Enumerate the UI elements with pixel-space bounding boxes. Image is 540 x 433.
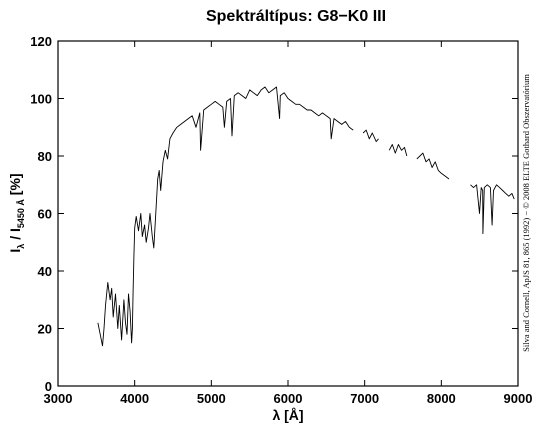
- x-tick-label: 4000: [120, 391, 149, 406]
- spectrum-line-segment: [470, 184, 515, 235]
- y-label-unit: [%]: [7, 173, 23, 199]
- x-axis-ticks: 3000 4000 5000 6000 7000 8000 9000: [44, 41, 533, 406]
- spectrum-line-segment: [362, 129, 379, 143]
- x-tick-label: 9000: [504, 391, 533, 406]
- y-tick-label: 120: [30, 34, 52, 49]
- y-label-lambda-sub: λ: [16, 244, 26, 249]
- spectrum-line-segment: [97, 86, 354, 347]
- y-label-main: I: [7, 249, 23, 253]
- y-axis-label: Iλ / I5450 Å [%]: [7, 173, 26, 252]
- spectrum-line-segment: [388, 144, 408, 157]
- x-tick-label: 6000: [274, 391, 303, 406]
- x-axis-label: λ [Å]: [272, 407, 303, 423]
- x-tick-label: 8000: [427, 391, 456, 406]
- y-tick-label: 40: [38, 264, 52, 279]
- y-tick-label: 80: [38, 149, 52, 164]
- y-label-ref-sub: 5450 Å: [16, 199, 26, 229]
- y-tick-label: 20: [38, 322, 52, 337]
- y-tick-label: 60: [38, 207, 52, 222]
- y-tick-label: 0: [45, 379, 52, 394]
- spectrum-series: [97, 86, 515, 347]
- spectrum-line-segment: [416, 152, 450, 180]
- x-tick-label: 5000: [197, 391, 226, 406]
- chart-title: Spektráltípus: G8−K0 III: [206, 8, 386, 25]
- y-axis-ticks: 0 20 40 60 80 100 120: [30, 34, 518, 394]
- credit-text: Silva and Cornell, ApJS 81, 865 (1992) −…: [521, 74, 531, 352]
- x-tick-label: 3000: [44, 391, 73, 406]
- y-tick-label: 100: [30, 92, 52, 107]
- x-tick-label: 7000: [350, 391, 379, 406]
- y-label-sep: / I: [7, 228, 23, 244]
